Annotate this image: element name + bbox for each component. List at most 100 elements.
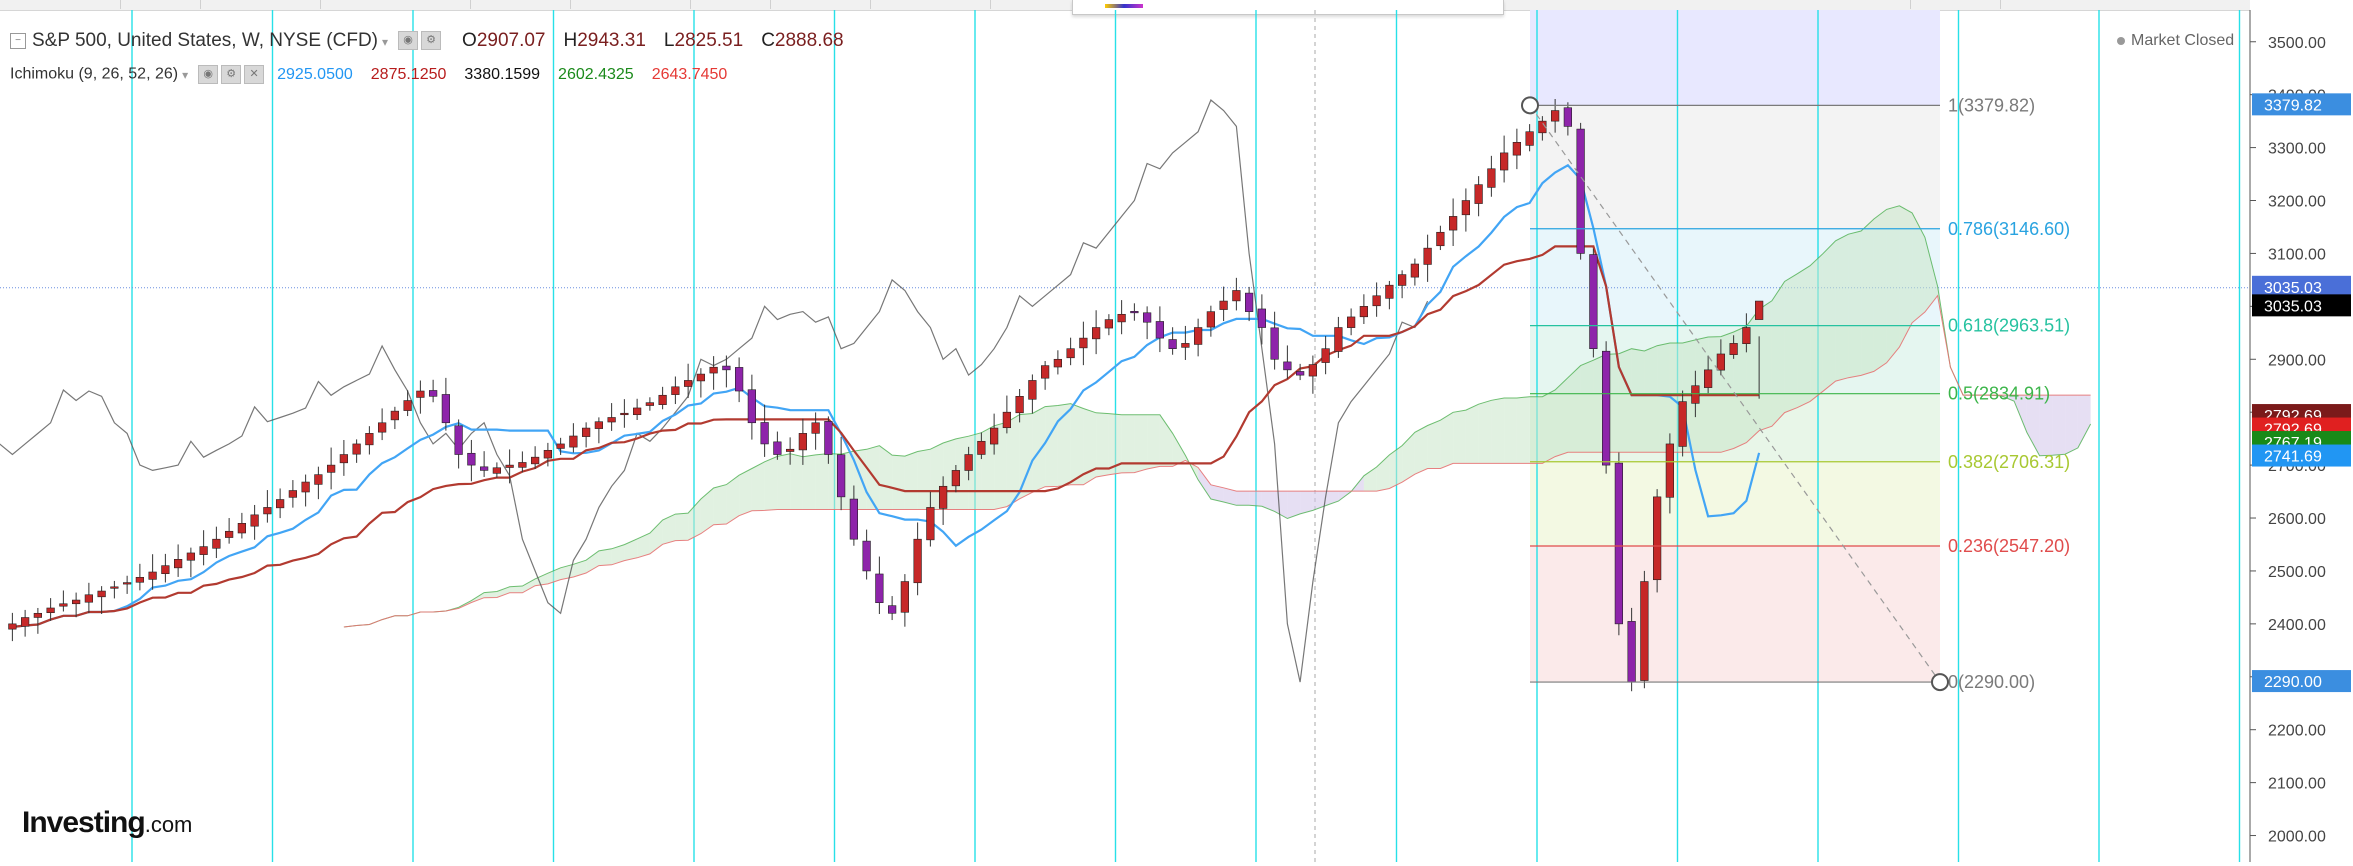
cloud-segment bbox=[1070, 403, 1084, 485]
axis-tick-label: 2100.00 bbox=[2268, 776, 2326, 793]
cloud-segment bbox=[1733, 326, 1747, 449]
investing-logo: Investing.com bbox=[22, 806, 192, 840]
candle-body bbox=[1449, 216, 1458, 231]
settings-icon[interactable]: ⚙ bbox=[221, 65, 242, 84]
candle-body bbox=[1245, 292, 1254, 312]
eye-icon[interactable]: ◉ bbox=[198, 65, 219, 84]
cloud-segment bbox=[879, 445, 893, 510]
instrument-legend: − S&P 500, United States, W, NYSE (CFD) ▾ ◉… bbox=[10, 30, 862, 52]
cloud-segment bbox=[1912, 212, 1925, 323]
candle-body bbox=[594, 421, 603, 429]
candle-body bbox=[1372, 295, 1381, 307]
toolbar-tab[interactable] bbox=[200, 0, 321, 9]
toolbar-tab[interactable] bbox=[0, 0, 121, 9]
logo-brand: Investing bbox=[22, 806, 146, 839]
cloud-segment bbox=[1516, 396, 1530, 464]
candle-body bbox=[709, 366, 718, 374]
axis-tick-label: 2000.00 bbox=[2268, 829, 2326, 846]
candle-body bbox=[59, 603, 68, 607]
price-badge bbox=[2252, 444, 2351, 467]
fib-level-label: 0.236(2547.20) bbox=[1948, 536, 2070, 556]
chevron-down-icon[interactable]: ▾ bbox=[182, 67, 189, 82]
candle-body bbox=[352, 443, 361, 455]
eye-icon[interactable]: ◉ bbox=[398, 31, 419, 51]
candle-body bbox=[1194, 327, 1203, 345]
cloud-segment bbox=[1057, 403, 1071, 487]
cloud-segment bbox=[726, 475, 740, 524]
toolbar-tab[interactable] bbox=[870, 0, 991, 9]
cloud-segment bbox=[1312, 491, 1326, 511]
candle-body bbox=[989, 427, 999, 445]
ohlc-close-label: C bbox=[761, 30, 775, 51]
chevron-down-icon[interactable]: ▾ bbox=[382, 35, 389, 49]
toolbar-tab[interactable] bbox=[1830, 0, 1911, 9]
cloud-segment bbox=[751, 461, 765, 511]
axis-tick-label: 3300.00 bbox=[2268, 141, 2326, 158]
candle-body bbox=[785, 448, 795, 452]
candle-body bbox=[1079, 337, 1088, 349]
axis-tick-label: 3200.00 bbox=[2268, 194, 2326, 211]
candle-body bbox=[416, 390, 425, 398]
cloud-segment bbox=[1198, 467, 1211, 499]
fibonacci-levels: 1(3379.82) 0.786(3146.60) 0.618(2963.51) 0.… bbox=[1530, 95, 2070, 692]
cloud-segment bbox=[1542, 389, 1556, 464]
fib-handle-start[interactable] bbox=[1521, 96, 1539, 115]
cloud-segment bbox=[713, 484, 727, 525]
candle-body bbox=[97, 590, 106, 598]
cloud-segment bbox=[815, 453, 829, 510]
candle-body bbox=[454, 425, 463, 455]
toolbar-tab[interactable] bbox=[1910, 0, 2001, 9]
candle-body bbox=[1296, 371, 1305, 376]
candle-body bbox=[135, 576, 145, 583]
close-icon[interactable]: ✕ bbox=[244, 65, 265, 84]
toolbar-tab[interactable] bbox=[320, 0, 471, 9]
cloud-segment bbox=[1555, 377, 1568, 457]
cloud-segment bbox=[1083, 408, 1097, 485]
fib-handle-end[interactable] bbox=[1931, 673, 1949, 692]
settings-icon[interactable]: ⚙ bbox=[421, 31, 442, 51]
candle-body bbox=[467, 452, 476, 466]
candle-body bbox=[1143, 312, 1152, 323]
cloud-segment bbox=[547, 567, 561, 584]
toolbar-tab[interactable] bbox=[690, 0, 771, 9]
cloud-segment bbox=[1924, 237, 1938, 312]
candle-body bbox=[237, 523, 247, 534]
candle-body bbox=[1041, 365, 1050, 379]
cloud-segment bbox=[1236, 491, 1250, 506]
fib-zone bbox=[1530, 10, 1940, 106]
candle-body bbox=[441, 394, 450, 424]
cloud-segment bbox=[1096, 412, 1109, 477]
fib-level-label: 0(2290.00) bbox=[1948, 672, 2035, 692]
toolbar-tab[interactable] bbox=[470, 0, 571, 9]
candle-body bbox=[1308, 364, 1318, 377]
axis-tick-label: 2900.00 bbox=[2268, 352, 2326, 369]
collapse-icon[interactable]: − bbox=[10, 32, 26, 49]
cloud-segment bbox=[1899, 205, 1913, 348]
cloud-segment bbox=[1108, 413, 1122, 475]
candle-body bbox=[84, 594, 94, 603]
toolbar-tab[interactable] bbox=[770, 0, 871, 9]
toolbar-tab[interactable] bbox=[120, 0, 201, 9]
candle-body bbox=[543, 449, 552, 459]
kijun-sen bbox=[12, 245, 1760, 629]
cloud-segment bbox=[535, 573, 548, 586]
candle-body bbox=[938, 485, 948, 509]
cloud-segment bbox=[700, 488, 714, 534]
toolbar-tab[interactable] bbox=[570, 0, 691, 9]
candle-body bbox=[46, 607, 55, 614]
status-dot-icon bbox=[2117, 36, 2125, 45]
cloud-segment bbox=[1618, 348, 1632, 453]
candle-body bbox=[1576, 128, 1585, 254]
candle-body bbox=[1359, 306, 1369, 318]
cloud-segment bbox=[1657, 342, 1670, 453]
color-gradient-swatch[interactable] bbox=[1105, 4, 1143, 8]
candle-body bbox=[1270, 327, 1279, 360]
cloud-segment bbox=[1835, 234, 1849, 382]
cloud-segment bbox=[1274, 491, 1288, 519]
indicator-value: 2602.4325 bbox=[558, 65, 634, 83]
cloud-segment bbox=[624, 538, 638, 561]
ohlc-close-value: 2888.68 bbox=[774, 30, 844, 51]
candle-body bbox=[1398, 274, 1407, 286]
candle-body bbox=[1525, 131, 1534, 146]
